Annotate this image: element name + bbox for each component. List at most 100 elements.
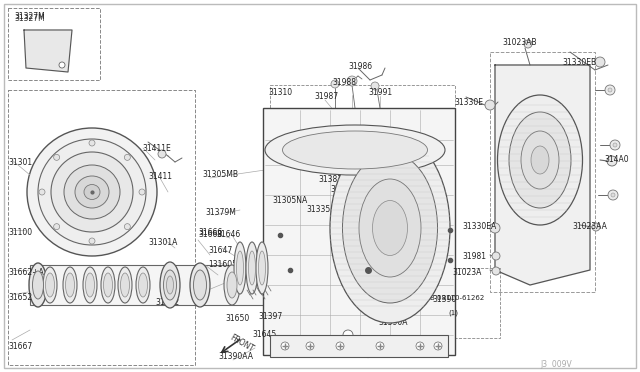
Circle shape xyxy=(54,154,60,160)
Text: 131605X: 131605X xyxy=(208,260,243,269)
Text: 31987: 31987 xyxy=(314,92,338,101)
Ellipse shape xyxy=(259,251,266,285)
Text: 31667: 31667 xyxy=(8,342,32,351)
Ellipse shape xyxy=(237,251,243,285)
Ellipse shape xyxy=(84,185,100,199)
Ellipse shape xyxy=(282,131,428,169)
Circle shape xyxy=(416,342,424,350)
Ellipse shape xyxy=(193,270,207,300)
Circle shape xyxy=(158,150,166,158)
Circle shape xyxy=(608,88,612,92)
Circle shape xyxy=(434,342,442,350)
Ellipse shape xyxy=(138,273,147,297)
Text: 31666: 31666 xyxy=(198,228,222,237)
Ellipse shape xyxy=(65,273,74,297)
Text: 31662+A: 31662+A xyxy=(8,268,44,277)
Ellipse shape xyxy=(136,267,150,303)
Text: 31327M: 31327M xyxy=(14,12,45,21)
Ellipse shape xyxy=(372,201,408,256)
Circle shape xyxy=(363,295,373,305)
Ellipse shape xyxy=(246,242,258,294)
Bar xyxy=(8,8,100,80)
Ellipse shape xyxy=(342,153,438,303)
Bar xyxy=(370,268,500,338)
Ellipse shape xyxy=(101,267,115,303)
Text: 31310: 31310 xyxy=(268,88,292,97)
Circle shape xyxy=(595,57,605,67)
Ellipse shape xyxy=(33,271,44,299)
Text: 31335: 31335 xyxy=(306,205,330,214)
Circle shape xyxy=(485,100,495,110)
Circle shape xyxy=(492,252,500,260)
Ellipse shape xyxy=(163,270,177,300)
Ellipse shape xyxy=(29,263,47,307)
Text: 31305MA: 31305MA xyxy=(398,215,434,224)
Circle shape xyxy=(376,342,384,350)
Circle shape xyxy=(613,143,617,147)
Ellipse shape xyxy=(75,176,109,208)
Text: 31411E: 31411E xyxy=(142,144,171,153)
Ellipse shape xyxy=(521,131,559,189)
Text: 31330EA: 31330EA xyxy=(462,222,496,231)
Ellipse shape xyxy=(45,273,54,297)
Text: FRONT: FRONT xyxy=(228,333,255,354)
Text: 31981: 31981 xyxy=(462,252,486,261)
Circle shape xyxy=(281,342,289,350)
Text: 31301: 31301 xyxy=(8,158,32,167)
Circle shape xyxy=(343,330,353,340)
Circle shape xyxy=(592,223,600,231)
Text: 31988: 31988 xyxy=(332,78,356,87)
Circle shape xyxy=(89,140,95,146)
Bar xyxy=(344,350,352,356)
Ellipse shape xyxy=(83,267,97,303)
Text: 31379M: 31379M xyxy=(205,208,236,217)
Circle shape xyxy=(347,76,357,86)
Text: 31397: 31397 xyxy=(258,312,282,321)
Circle shape xyxy=(490,223,500,233)
Bar xyxy=(270,335,448,357)
Text: 31652: 31652 xyxy=(8,293,32,302)
Text: 31394E: 31394E xyxy=(375,295,404,304)
Ellipse shape xyxy=(104,273,113,297)
Text: 31319: 31319 xyxy=(330,185,354,194)
Polygon shape xyxy=(495,65,590,285)
Circle shape xyxy=(371,82,379,90)
Circle shape xyxy=(336,342,344,350)
Circle shape xyxy=(331,80,339,88)
Text: 31305NA: 31305NA xyxy=(272,196,307,205)
Text: 31301A: 31301A xyxy=(148,238,177,247)
Circle shape xyxy=(607,156,617,166)
Text: 31100: 31100 xyxy=(8,228,32,237)
Bar xyxy=(30,265,285,305)
Ellipse shape xyxy=(497,95,582,225)
Circle shape xyxy=(124,224,131,230)
Circle shape xyxy=(605,85,615,95)
Text: 31986: 31986 xyxy=(348,62,372,71)
Text: 31647: 31647 xyxy=(208,246,232,255)
Circle shape xyxy=(608,190,618,200)
Text: 31305MB: 31305MB xyxy=(202,170,238,179)
Ellipse shape xyxy=(265,125,445,175)
Text: 31305MB: 31305MB xyxy=(340,228,376,237)
Ellipse shape xyxy=(330,133,450,323)
Circle shape xyxy=(610,140,620,150)
Ellipse shape xyxy=(27,128,157,256)
Circle shape xyxy=(306,342,314,350)
Bar xyxy=(263,108,455,355)
Ellipse shape xyxy=(64,165,120,219)
Polygon shape xyxy=(24,30,72,72)
Ellipse shape xyxy=(531,146,549,174)
Text: 31023AB: 31023AB xyxy=(502,38,536,47)
Text: 31411: 31411 xyxy=(148,172,172,181)
Text: 31310C: 31310C xyxy=(348,198,378,207)
Ellipse shape xyxy=(234,242,246,294)
Text: 31662: 31662 xyxy=(155,298,179,307)
Text: J3  009V: J3 009V xyxy=(540,360,572,369)
Ellipse shape xyxy=(359,179,421,277)
Text: 31650: 31650 xyxy=(225,314,249,323)
Circle shape xyxy=(59,62,65,68)
Circle shape xyxy=(139,189,145,195)
Text: 31390G: 31390G xyxy=(288,348,318,357)
Text: 31330E: 31330E xyxy=(454,98,483,107)
Circle shape xyxy=(54,224,60,230)
